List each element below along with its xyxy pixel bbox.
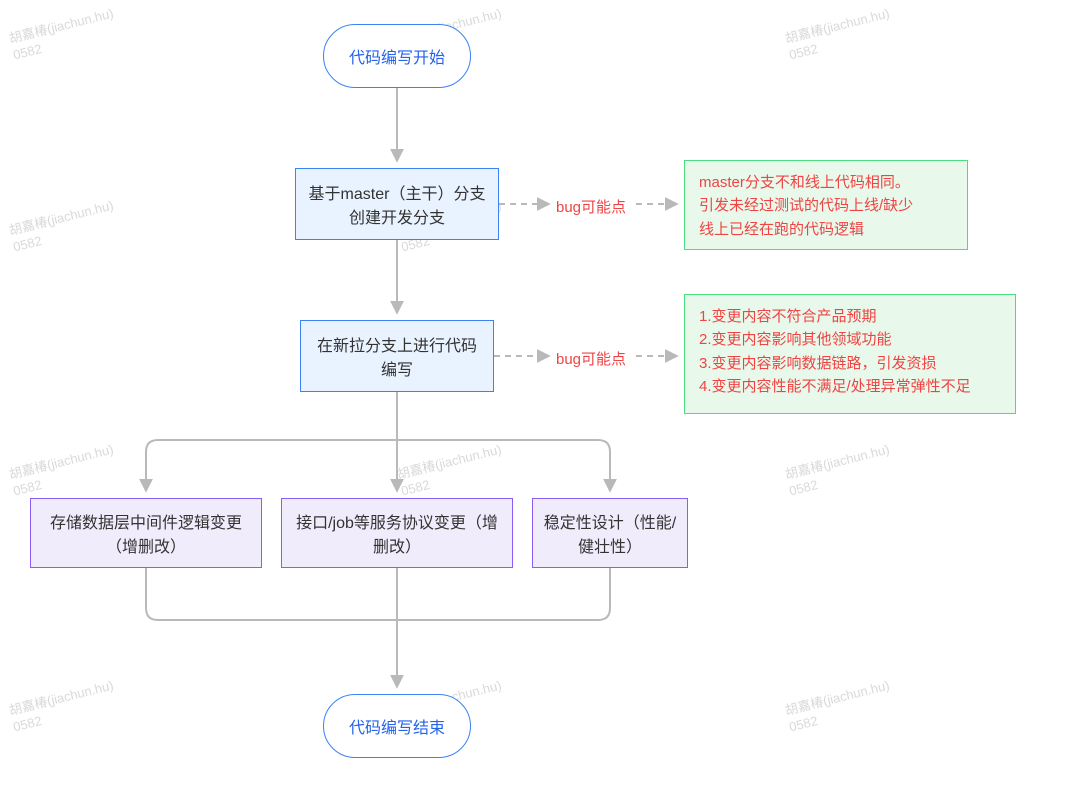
watermark: 胡嘉椿(jiachun.hu) 0582 — [784, 6, 896, 65]
watermark: 胡嘉椿(jiachun.hu) 0582 — [784, 442, 896, 501]
process-stability-design: 稳定性设计（性能/健壮性） — [532, 498, 688, 568]
note-line: 引发未经过测试的代码上线/缺少 — [699, 194, 913, 217]
bug-possible-label: bug可能点 — [556, 196, 626, 217]
note-line: 3.变更内容影响数据链路，引发资损 — [699, 352, 971, 375]
note-bug-risk-1: master分支不和线上代码相同。 引发未经过测试的代码上线/缺少 线上已经在跑… — [684, 160, 968, 250]
terminator-start: 代码编写开始 — [323, 24, 471, 88]
edge-e_fanin_left — [146, 568, 397, 620]
watermark: 胡嘉椿(jiachun.hu) 0582 — [8, 442, 120, 501]
note-content: master分支不和线上代码相同。 引发未经过测试的代码上线/缺少 线上已经在跑… — [699, 171, 913, 241]
note-line: master分支不和线上代码相同。 — [699, 171, 913, 194]
node-label: 代码编写结束 — [349, 714, 445, 738]
watermark: 胡嘉椿(jiachun.hu) 0582 — [8, 6, 120, 65]
process-storage-change: 存储数据层中间件逻辑变更（增删改） — [30, 498, 262, 568]
watermark: 胡嘉椿(jiachun.hu) 0582 — [784, 678, 896, 737]
note-line: 线上已经在跑的代码逻辑 — [699, 218, 913, 241]
note-line: 1.变更内容不符合产品预期 — [699, 305, 971, 328]
node-label: 存储数据层中间件逻辑变更（增删改） — [41, 509, 251, 557]
watermark: 胡嘉椿(jiachun.hu) 0582 — [8, 678, 120, 737]
node-label: 在新拉分支上进行代码编写 — [311, 332, 483, 380]
process-create-branch: 基于master（主干）分支创建开发分支 — [295, 168, 499, 240]
watermark: 胡嘉椿(jiachun.hu) 0582 — [396, 442, 508, 501]
node-label: 稳定性设计（性能/健壮性） — [543, 509, 677, 557]
process-service-change: 接口/job等服务协议变更（增删改） — [281, 498, 513, 568]
bug-possible-label: bug可能点 — [556, 348, 626, 369]
watermark: 胡嘉椿(jiachun.hu) 0582 — [8, 198, 120, 257]
edge-e_fanin_right — [397, 568, 610, 620]
edge-e_fanout_right — [397, 440, 610, 490]
note-line: 2.变更内容影响其他领域功能 — [699, 328, 971, 351]
node-label: 代码编写开始 — [349, 44, 445, 68]
node-label: 基于master（主干）分支创建开发分支 — [306, 180, 488, 228]
note-bug-risk-2: 1.变更内容不符合产品预期 2.变更内容影响其他领域功能 3.变更内容影响数据链… — [684, 294, 1016, 414]
edge-e_fanout_left — [146, 440, 397, 490]
note-content: 1.变更内容不符合产品预期 2.变更内容影响其他领域功能 3.变更内容影响数据链… — [699, 305, 971, 398]
terminator-end: 代码编写结束 — [323, 694, 471, 758]
node-label: 接口/job等服务协议变更（增删改） — [292, 509, 502, 557]
note-line: 4.变更内容性能不满足/处理异常弹性不足 — [699, 375, 971, 398]
process-write-code: 在新拉分支上进行代码编写 — [300, 320, 494, 392]
